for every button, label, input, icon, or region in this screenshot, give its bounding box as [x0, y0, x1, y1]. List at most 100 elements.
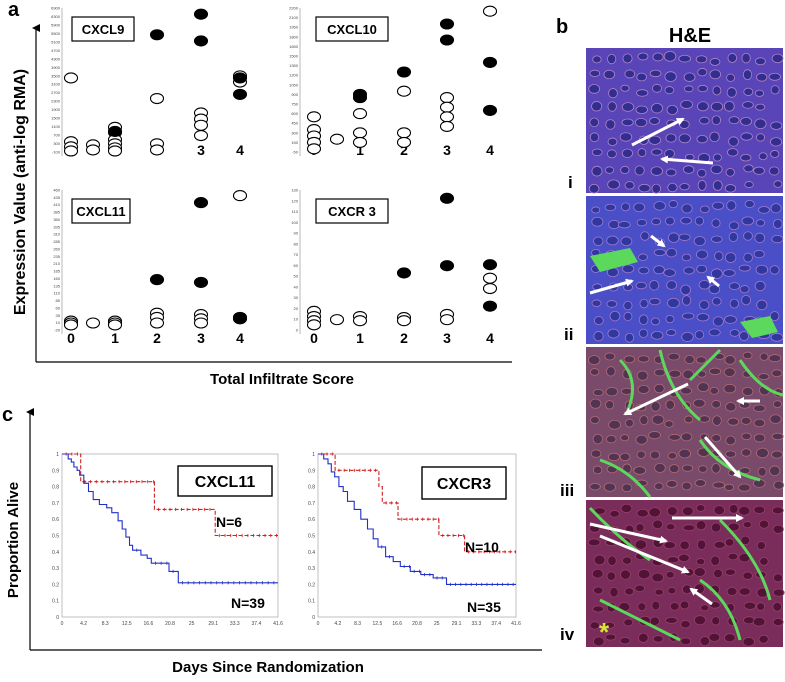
- data-point-open: [396, 136, 412, 148]
- cell-nucleus: [742, 571, 753, 580]
- data-point-open: [149, 92, 165, 105]
- cell-nucleus: [667, 182, 678, 193]
- cell-nucleus: [696, 264, 708, 274]
- cell-nucleus: [697, 101, 709, 112]
- cell-nucleus: [607, 555, 617, 566]
- chart-title-box: [71, 16, 135, 42]
- cell-nucleus: [755, 133, 765, 142]
- cell-nucleus: [638, 183, 651, 193]
- y-tick-label: 80: [294, 241, 299, 246]
- y-tick-label: 210: [53, 261, 60, 266]
- cell-nucleus: [591, 568, 604, 579]
- x-tick-label: 0: [67, 330, 75, 346]
- cell-nucleus: [709, 69, 722, 80]
- cell-nucleus: [678, 133, 691, 144]
- stroma-patch: [590, 248, 638, 272]
- cell-nucleus: [771, 369, 783, 377]
- cell-nucleus: [604, 203, 616, 212]
- x-tick-label: 16.6: [144, 621, 154, 627]
- cell-nucleus: [653, 248, 666, 257]
- cell-nucleus: [607, 137, 618, 146]
- cell-nucleus: [772, 618, 784, 627]
- cell-nucleus: [636, 72, 647, 82]
- x-tick-label: 41.6: [273, 621, 283, 627]
- cell-nucleus: [665, 133, 677, 143]
- cell-nucleus: [607, 452, 620, 462]
- cell-nucleus: [742, 637, 755, 647]
- cell-nucleus: [639, 298, 649, 309]
- cell-nucleus: [740, 154, 752, 162]
- y-tick-label: 6900: [51, 6, 61, 11]
- cell-nucleus: [680, 637, 692, 646]
- cell-nucleus: [769, 414, 782, 424]
- x-tick-label: 20.8: [165, 621, 175, 627]
- survival-curve-low: [318, 453, 516, 585]
- cell-nucleus: [698, 279, 711, 290]
- y-tick-label: 1100: [51, 124, 60, 129]
- y-tick-label: 135: [53, 283, 60, 288]
- cell-nucleus: [724, 538, 735, 547]
- cell-nucleus: [685, 153, 695, 161]
- y-tick-label: 600: [291, 111, 298, 116]
- y-tick-label: 10: [294, 317, 299, 322]
- cell-nucleus: [739, 331, 749, 342]
- cell-nucleus: [621, 102, 635, 112]
- cell-nucleus: [608, 88, 618, 99]
- cell-nucleus: [722, 269, 736, 277]
- cell-nucleus: [694, 330, 705, 340]
- cell-nucleus: [753, 433, 766, 443]
- cell-nucleus: [605, 400, 615, 410]
- data-point-open: [352, 315, 368, 327]
- x-tick-label: 29.1: [452, 621, 462, 627]
- scatter-cxcl10: -50 150 300 450 600 750 900 1050 1200 1350 1500 165…: [289, 6, 498, 158]
- cell-nucleus: [708, 284, 721, 295]
- cell-nucleus: [622, 556, 633, 565]
- data-point-open: [107, 145, 123, 157]
- y-tick-label: 60: [56, 305, 61, 310]
- cell-nucleus: [649, 450, 661, 460]
- cell-nucleus: [738, 587, 751, 596]
- cell-nucleus: [753, 505, 766, 514]
- cell-nucleus: [667, 232, 680, 243]
- cell-nucleus: [769, 311, 780, 322]
- cell-nucleus: [710, 522, 722, 533]
- cell-nucleus: [621, 148, 633, 159]
- cell-nucleus: [710, 268, 723, 279]
- cell-nucleus: [708, 632, 721, 642]
- cell-nucleus: [773, 180, 783, 188]
- y-tick-label: 110: [292, 209, 299, 214]
- cell-nucleus: [651, 217, 662, 226]
- cell-nucleus: [624, 332, 635, 343]
- cell-nucleus: [635, 281, 647, 290]
- x-tick-label: 37.4: [491, 621, 501, 627]
- y-tick-label: 0.3: [308, 566, 315, 572]
- y-tick-label: 0: [56, 615, 59, 621]
- cell-nucleus: [710, 555, 721, 566]
- cell-nucleus: [769, 465, 781, 477]
- cell-nucleus: [694, 479, 707, 487]
- cell-nucleus: [638, 328, 649, 338]
- cell-nucleus: [609, 310, 621, 322]
- cell-nucleus: [640, 231, 650, 241]
- cell-nucleus: [773, 480, 785, 490]
- data-point-filled: [193, 276, 209, 288]
- cell-nucleus: [589, 398, 602, 409]
- cell-nucleus: [770, 333, 784, 342]
- cell-nucleus: [665, 571, 675, 579]
- data-point-filled: [439, 34, 455, 46]
- data-point-open: [396, 127, 412, 139]
- x-tick-label: 1: [111, 330, 119, 346]
- row-label-i: i: [568, 173, 573, 192]
- cell-nucleus: [634, 165, 645, 176]
- cell-nucleus: [637, 602, 647, 612]
- y-tick-label: 0.5: [308, 534, 315, 540]
- cell-nucleus: [724, 355, 736, 365]
- cell-nucleus: [771, 53, 784, 64]
- cell-nucleus: [603, 621, 616, 629]
- x-tick-label: 41.6: [511, 621, 521, 627]
- data-point-open: [149, 317, 165, 329]
- panel-b-label: b: [556, 16, 568, 38]
- cell-nucleus: [759, 557, 769, 566]
- y-tick-label: 750: [291, 102, 298, 107]
- cell-nucleus: [743, 252, 753, 263]
